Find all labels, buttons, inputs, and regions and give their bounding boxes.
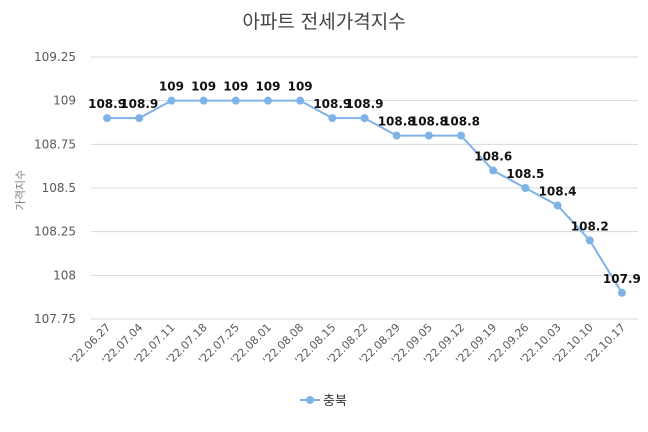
data-point: [231, 96, 240, 105]
data-point: [360, 114, 369, 123]
x-axis-ticks: '22.06.27'22.07.04'22.07.11'22.07.18'22.…: [67, 321, 628, 367]
data-label: 108.8: [410, 115, 448, 129]
data-point: [135, 114, 144, 123]
data-point: [617, 288, 626, 297]
data-label: 108.2: [571, 219, 609, 233]
data-point: [103, 114, 112, 123]
legend-marker: [306, 396, 314, 404]
data-point: [489, 166, 498, 175]
data-label: 108.8: [442, 115, 480, 129]
y-tick-label: 108: [53, 268, 76, 282]
data-point: [585, 236, 594, 245]
y-tick-label: 107.75: [34, 312, 76, 326]
data-label: 108.4: [539, 184, 577, 198]
legend-series-label: 충북: [323, 394, 347, 409]
y-tick-label: 108.75: [34, 137, 76, 151]
data-point: [167, 96, 176, 105]
data-point: [392, 131, 401, 140]
data-point: [328, 114, 337, 123]
data-point: [199, 96, 208, 105]
data-label: 108.9: [88, 97, 126, 111]
y-tick-label: 108.25: [34, 225, 76, 239]
y-tick-label: 109.25: [34, 50, 76, 64]
data-label: 108.9: [346, 97, 384, 111]
y-axis-ticks: 107.75 108 108.25 108.5 108.75 109 109.25: [34, 50, 76, 326]
data-point: [263, 96, 272, 105]
data-label: 109: [288, 80, 313, 94]
data-label: 108.9: [313, 97, 351, 111]
y-tick-label: 109: [53, 94, 76, 108]
data-point: [521, 184, 530, 192]
data-label: 108.9: [120, 97, 158, 111]
chart-title: 아파트 전세가격지수: [242, 11, 405, 33]
data-label: 109: [159, 80, 184, 94]
data-label: 108.6: [474, 150, 512, 164]
data-label: 109: [255, 80, 280, 94]
data-point: [424, 131, 433, 140]
data-label: 109: [191, 80, 216, 94]
data-point: [457, 131, 466, 140]
y-axis-label: 가격지수: [14, 170, 27, 210]
legend: 충북: [300, 394, 347, 409]
data-label: 108.8: [378, 115, 416, 129]
data-label: 108.5: [506, 167, 544, 181]
y-tick-label: 108.5: [42, 181, 76, 195]
data-point: [296, 96, 305, 105]
data-label: 109: [223, 80, 248, 94]
data-point: [553, 201, 562, 210]
data-label: 107.9: [603, 272, 641, 286]
